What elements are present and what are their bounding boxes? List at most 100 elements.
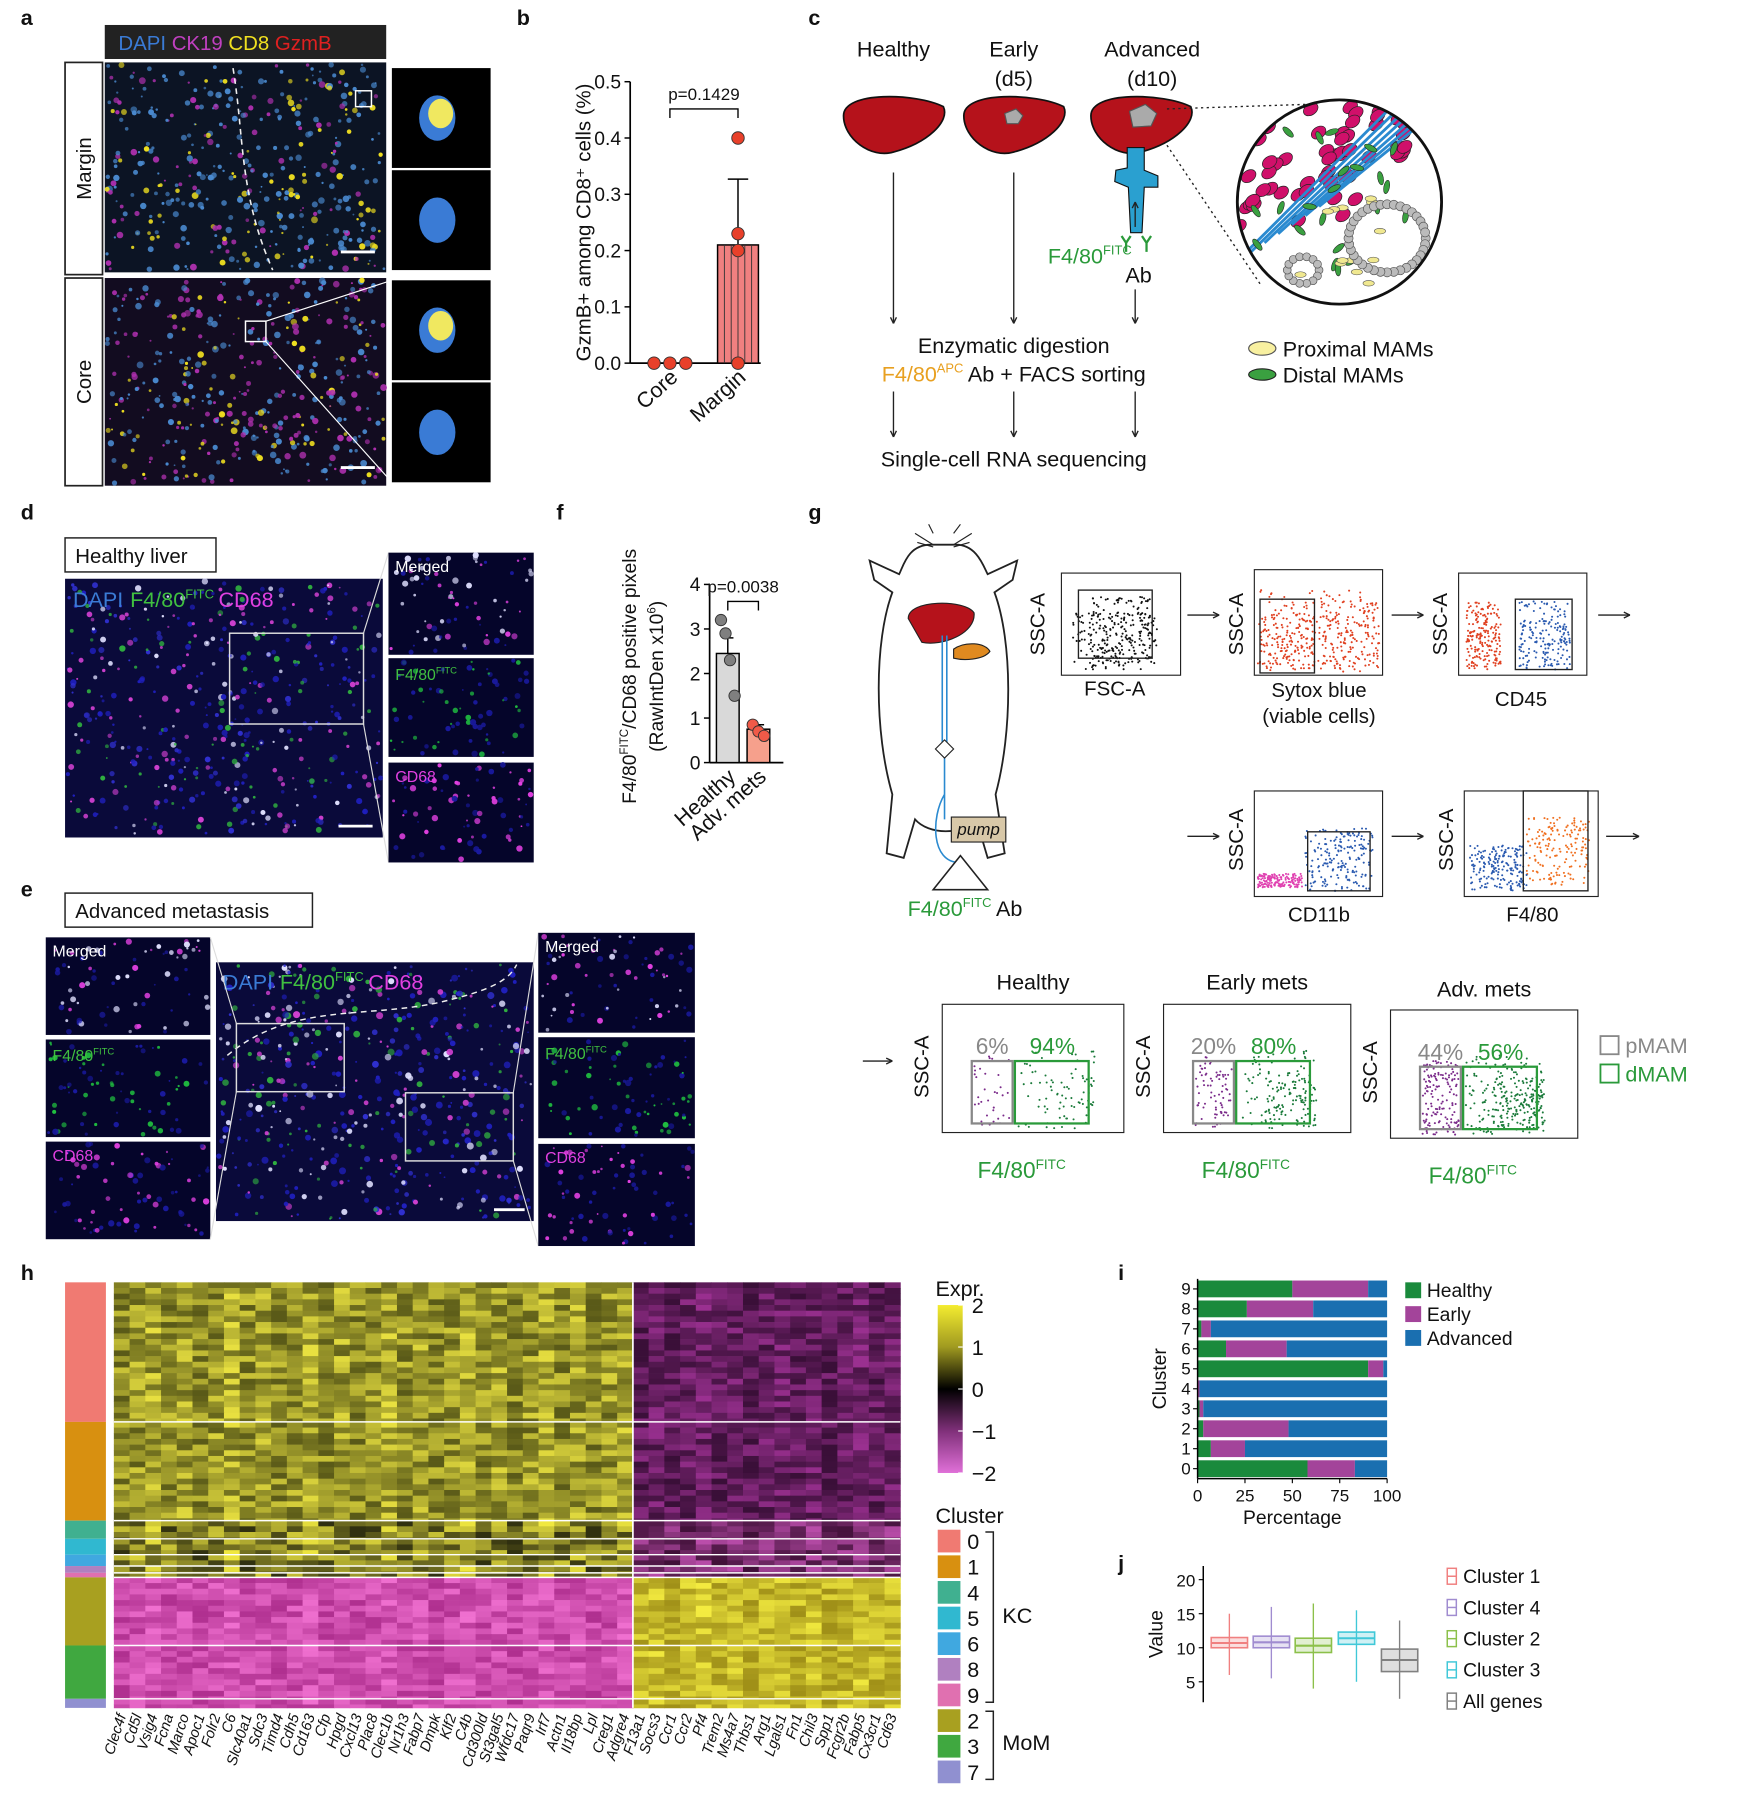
event bbox=[1308, 592, 1311, 595]
cell bbox=[183, 1020, 190, 1027]
cell bbox=[343, 731, 348, 736]
cell bbox=[138, 77, 146, 85]
event bbox=[1292, 1099, 1295, 1102]
cell bbox=[293, 105, 296, 107]
cell bbox=[389, 1213, 392, 1216]
event bbox=[1118, 642, 1121, 645]
cell bbox=[264, 1131, 269, 1136]
cell bbox=[628, 1076, 633, 1082]
cell bbox=[184, 1223, 187, 1227]
event bbox=[1298, 880, 1301, 883]
cell bbox=[518, 610, 521, 613]
cell bbox=[170, 785, 177, 791]
event bbox=[1278, 1074, 1281, 1077]
cell bbox=[143, 476, 147, 480]
cell bbox=[241, 173, 248, 179]
event bbox=[1209, 1084, 1212, 1087]
cell bbox=[102, 668, 106, 673]
cell bbox=[72, 1089, 78, 1094]
event bbox=[1579, 829, 1582, 832]
event bbox=[1568, 663, 1571, 666]
event bbox=[1566, 833, 1569, 836]
cell bbox=[196, 311, 203, 319]
event bbox=[1132, 605, 1135, 608]
cell bbox=[192, 185, 198, 191]
cell bbox=[609, 1157, 613, 1162]
cell bbox=[185, 402, 189, 407]
cell bbox=[552, 1147, 555, 1150]
cell bbox=[130, 193, 135, 197]
cell bbox=[613, 949, 617, 954]
cell bbox=[119, 614, 126, 621]
cell bbox=[205, 132, 211, 138]
cell bbox=[95, 1081, 100, 1085]
event bbox=[1579, 827, 1582, 830]
cell bbox=[272, 423, 278, 429]
cell bbox=[565, 1115, 571, 1121]
cell bbox=[319, 662, 323, 666]
label: pump bbox=[956, 820, 1000, 839]
cell bbox=[331, 1071, 336, 1076]
event bbox=[1262, 630, 1265, 633]
event bbox=[1317, 659, 1320, 662]
cell bbox=[115, 150, 121, 156]
cell bbox=[135, 302, 142, 310]
cell bbox=[620, 1163, 625, 1169]
label: (viable cells) bbox=[1262, 706, 1375, 728]
cell bbox=[242, 391, 248, 397]
event bbox=[1110, 655, 1113, 658]
cell bbox=[120, 217, 125, 222]
event bbox=[1345, 876, 1348, 879]
cell bbox=[264, 822, 268, 826]
label: F4/80FITC Ab bbox=[908, 895, 1023, 921]
event bbox=[1201, 1067, 1204, 1070]
cell bbox=[424, 576, 430, 581]
cell bbox=[108, 267, 112, 271]
label: Advanced bbox=[1104, 37, 1200, 62]
event bbox=[1479, 851, 1482, 854]
cell bbox=[128, 697, 133, 702]
event bbox=[1527, 864, 1530, 867]
cell bbox=[649, 998, 654, 1002]
event bbox=[1117, 623, 1120, 626]
event bbox=[1275, 875, 1278, 878]
cell bbox=[504, 1117, 508, 1121]
cell bbox=[366, 472, 372, 478]
cell bbox=[83, 1092, 88, 1098]
cell bbox=[197, 295, 203, 300]
cell bbox=[313, 116, 319, 123]
event bbox=[1318, 626, 1321, 629]
event bbox=[1525, 604, 1528, 607]
cell bbox=[317, 1123, 322, 1128]
cell bbox=[418, 687, 424, 693]
cell bbox=[132, 637, 138, 643]
event bbox=[1571, 854, 1574, 857]
event bbox=[1362, 885, 1365, 888]
event bbox=[1538, 1062, 1541, 1065]
cell bbox=[491, 795, 496, 801]
cell bbox=[195, 794, 199, 798]
cell bbox=[67, 1082, 72, 1088]
cell bbox=[251, 94, 257, 100]
cell bbox=[380, 1127, 384, 1131]
event bbox=[1282, 657, 1285, 660]
cell bbox=[356, 237, 363, 243]
tumor-border bbox=[232, 67, 274, 271]
event bbox=[1313, 849, 1316, 852]
cell bbox=[141, 416, 145, 419]
event bbox=[1346, 846, 1349, 849]
event bbox=[1292, 612, 1295, 615]
cell bbox=[209, 479, 215, 484]
event bbox=[1541, 629, 1544, 632]
cell bbox=[456, 990, 463, 997]
event bbox=[1304, 1099, 1307, 1102]
event bbox=[1556, 626, 1559, 629]
cell bbox=[281, 224, 288, 231]
cell bbox=[156, 630, 162, 636]
cell bbox=[112, 788, 119, 796]
event bbox=[1093, 1055, 1096, 1058]
event bbox=[1354, 874, 1357, 877]
event bbox=[1568, 641, 1571, 644]
event bbox=[975, 1076, 978, 1079]
cell bbox=[462, 1013, 466, 1017]
